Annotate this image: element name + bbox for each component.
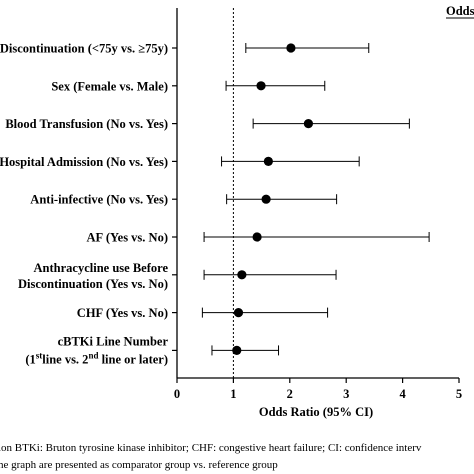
- odds-ratio-point: [256, 81, 266, 91]
- forest-row: cBTKi Line Number (1stline vs. 2nd line o…: [25, 334, 280, 366]
- odds-ratio-point: [252, 232, 262, 242]
- row-label-subline: (1stline vs. 2nd line or later): [25, 350, 168, 366]
- odds-ratio-point: [237, 270, 247, 280]
- forest-row: AF (Yes vs. No): [87, 231, 430, 245]
- odds-ratio-point: [232, 345, 242, 355]
- forest-row: Hospital Admission (No vs. Yes): [0, 155, 360, 169]
- odds-ratio-point: [303, 119, 314, 129]
- row-label: Anti-infective (No vs. Yes): [30, 193, 168, 207]
- row-label: AF (Yes vs. No): [87, 231, 168, 245]
- forest-row: Anti-infective (No vs. Yes): [30, 193, 338, 207]
- x-tick-label: 1: [230, 387, 236, 401]
- x-axis-label: Odds Ratio (95% CI): [259, 405, 373, 419]
- footnote-line-1: ion BTKi: Bruton tyrosine kinase inhibit…: [0, 442, 422, 454]
- row-label: cBTKi Line Number: [58, 334, 169, 348]
- column-header: Odds: [446, 4, 474, 18]
- odds-ratio-point: [261, 194, 271, 204]
- forest-row: Discontinuation (<75y vs. ≥75y): [0, 42, 370, 56]
- odds-ratio-point: [263, 156, 273, 166]
- forest-row: Sex (Female vs. Male): [51, 79, 326, 93]
- x-tick-label: 3: [343, 387, 349, 401]
- x-tick-label: 5: [456, 387, 462, 401]
- x-tick-label: 4: [399, 387, 406, 401]
- row-label: CHF (Yes vs. No): [77, 306, 168, 320]
- forest-row: Blood Transfusion (No vs. Yes): [5, 117, 410, 131]
- x-tick-label: 0: [174, 387, 180, 401]
- odds-ratio-point: [286, 43, 296, 53]
- footnote-line-2: he graph are presented as comparator gro…: [0, 459, 278, 471]
- row-label: Anthracycline use Before: [34, 261, 169, 275]
- x-tick-label: 2: [287, 387, 293, 401]
- row-label: Blood Transfusion (No vs. Yes): [5, 117, 168, 131]
- row-label: Discontinuation (<75y vs. ≥75y): [0, 42, 168, 56]
- odds-ratio-point: [233, 308, 244, 318]
- forest-row: CHF (Yes vs. No): [77, 306, 329, 320]
- row-label: Hospital Admission (No vs. Yes): [0, 155, 168, 169]
- row-label: Sex (Female vs. Male): [51, 79, 168, 93]
- row-label-line-2: Discontinuation (Yes vs. No): [18, 277, 168, 291]
- forest-row: Anthracycline use Before Discontinuation …: [18, 261, 337, 291]
